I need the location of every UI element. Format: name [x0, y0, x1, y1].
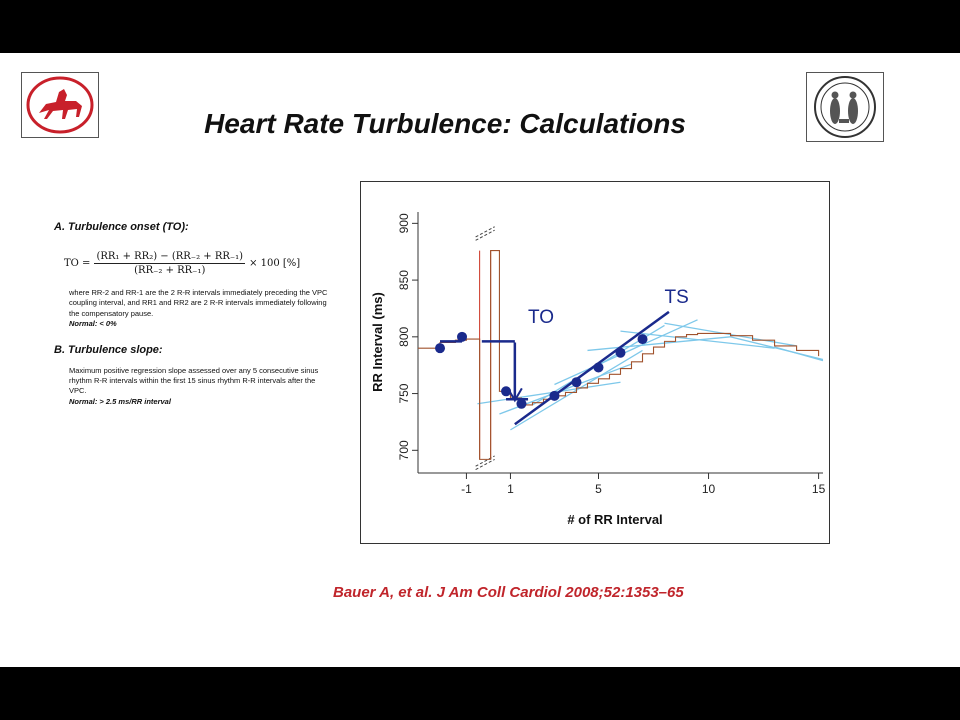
x-tick-label-10: 10	[702, 482, 716, 496]
rr-point-7	[615, 347, 626, 358]
slide: Heart Rate Turbulence: Calculations A. T…	[0, 53, 960, 667]
to-formula: TO = (RR₁ + RR₂) − (RR₋₂ + RR₋₁) (RR₋₂ +…	[64, 251, 329, 276]
x-tick-label-5: 5	[595, 482, 602, 496]
y-tick-label-700: 700	[397, 440, 411, 460]
section-b-description: Maximum positive regression slope assess…	[69, 365, 319, 396]
regression-line-4	[554, 319, 698, 386]
hrt-chart: 700 750 800 850 900 -1 1 5 10 15 RR Interval (ms…	[360, 181, 830, 544]
x-axis-label: # of RR Interval	[567, 512, 662, 527]
formula-denominator: (RR₋₂ + RR₋₁)	[134, 265, 206, 276]
rr-point-1	[457, 331, 468, 342]
y-tick-label-800: 800	[397, 326, 411, 346]
y-tick-label-750: 750	[397, 383, 411, 403]
horse-rider-icon	[39, 89, 82, 119]
y-tick-label-850: 850	[397, 270, 411, 290]
rr-interval-steps	[418, 250, 820, 460]
seal-figures-icon	[830, 91, 858, 124]
x-tick-label--1: -1	[461, 482, 472, 496]
x-tick-label-1: 1	[507, 482, 514, 496]
y-tick-label-900: 900	[397, 213, 411, 233]
citation: Bauer A, et al. J Am Coll Cardiol 2008;5…	[333, 584, 684, 601]
section-b-normal: Normal: > 2.5 ms/RR interval	[69, 396, 171, 406]
ts-line	[514, 310, 670, 426]
pause-hatch-top	[475, 226, 495, 238]
rr-point-8	[637, 334, 648, 345]
section-a-normal: Normal: < 0%	[69, 318, 117, 328]
rr-point-2	[501, 386, 512, 397]
x-tick-label-15: 15	[812, 482, 826, 496]
y-axis-label: RR Interval (ms)	[370, 292, 385, 392]
rr-point-0	[435, 343, 446, 354]
section-a-description: where RR-2 and RR-1 are the 2 R-R interv…	[69, 288, 328, 318]
rr-point-6	[593, 362, 604, 373]
calculation-definitions: A. Turbulence onset (TO): TO = (RR₁ + RR…	[54, 221, 329, 406]
pause-hatch-bottom-2	[475, 455, 495, 467]
section-b-heading: B. Turbulence slope:	[54, 343, 163, 356]
formula-suffix: × 100 [%]	[249, 258, 301, 269]
rr-point-5	[571, 377, 582, 388]
regression-line-0	[477, 381, 621, 405]
pause-hatch-bottom	[475, 458, 495, 471]
regression-line-9	[774, 346, 824, 362]
formula-lhs: TO =	[64, 258, 91, 269]
regression-line-6	[620, 330, 775, 349]
annotation-ts: TS	[665, 287, 689, 308]
rr-point-4	[549, 390, 560, 401]
university-logo-left	[21, 72, 99, 138]
pause-hatch-top-2	[475, 229, 495, 241]
regression-line-5	[587, 336, 731, 352]
rr-point-3	[516, 398, 527, 409]
university-seal-right	[806, 72, 884, 142]
formula-fraction: (RR₁ + RR₂) − (RR₋₂ + RR₋₁) (RR₋₂ + RR₋₁…	[94, 251, 246, 276]
formula-numerator: (RR₁ + RR₂) − (RR₋₂ + RR₋₁)	[94, 251, 246, 264]
slide-title: Heart Rate Turbulence: Calculations	[204, 108, 686, 139]
section-a-heading: A. Turbulence onset (TO):	[54, 221, 189, 233]
annotation-to: TO	[528, 307, 554, 328]
